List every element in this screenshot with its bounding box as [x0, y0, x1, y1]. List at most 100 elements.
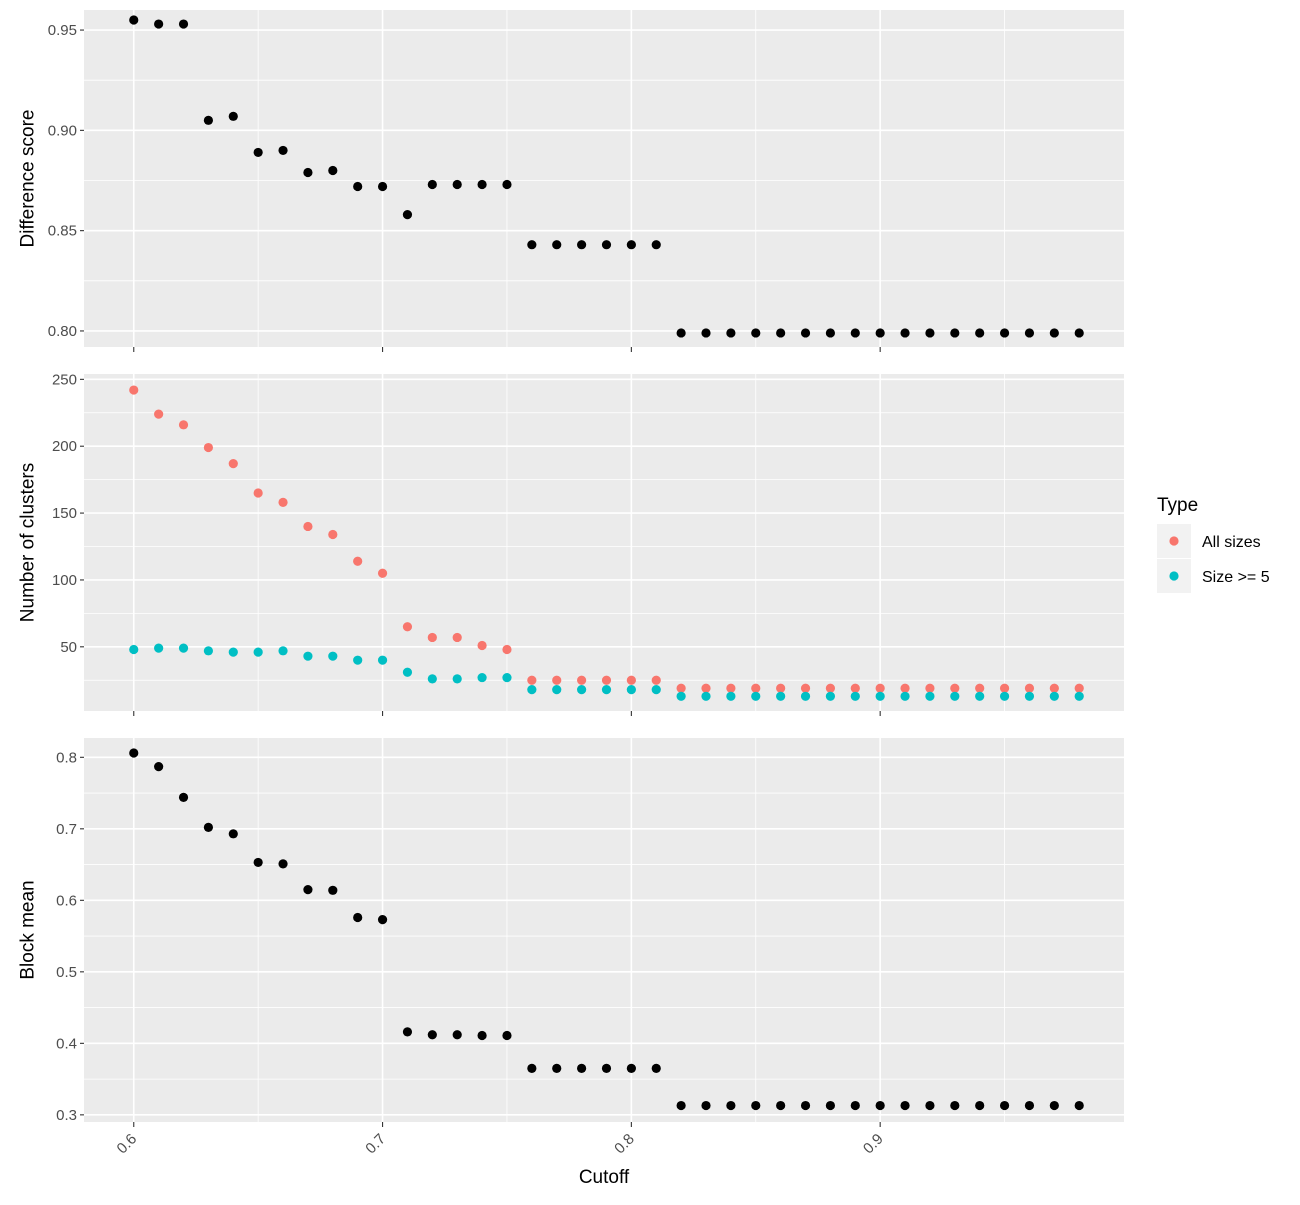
- data-point: [800, 683, 811, 693]
- data-point: [900, 683, 910, 693]
- data-point: [875, 683, 885, 693]
- data-point: [452, 674, 462, 684]
- data-point: [452, 179, 462, 190]
- data-point: [975, 328, 985, 338]
- data-point: [626, 675, 636, 685]
- data-point: [303, 884, 313, 895]
- data-point: [178, 420, 189, 430]
- data-point: [925, 328, 935, 338]
- data-point: [1049, 328, 1059, 338]
- data-point: [303, 651, 313, 661]
- data-point: [975, 683, 985, 693]
- data-point: [850, 1100, 860, 1111]
- data-point: [975, 691, 985, 701]
- data-point: [651, 675, 661, 685]
- data-point: [800, 328, 811, 338]
- data-point: [1074, 328, 1084, 338]
- data-point: [203, 115, 214, 125]
- data-point: [154, 409, 164, 419]
- data-point: [950, 1100, 960, 1111]
- data-point: [1024, 328, 1035, 338]
- data-point: [577, 675, 587, 685]
- data-point: [1024, 683, 1035, 693]
- data-point: [900, 691, 910, 701]
- data-point: [676, 691, 686, 701]
- data-point: [925, 691, 935, 701]
- data-point: [552, 240, 562, 250]
- data-point: [626, 1063, 636, 1073]
- panel-background-1: [84, 10, 1124, 347]
- data-point: [601, 685, 612, 695]
- y-axis-title: Block mean: [18, 880, 39, 979]
- data-point: [427, 1030, 437, 1040]
- data-point: [477, 672, 487, 683]
- data-point: [178, 792, 189, 802]
- y-tick-label: 0.5: [56, 964, 77, 981]
- data-point: [726, 691, 736, 701]
- data-point: [502, 179, 512, 190]
- data-point: [1024, 1100, 1035, 1111]
- data-point: [601, 240, 612, 250]
- data-point: [178, 643, 189, 653]
- data-point: [253, 488, 263, 498]
- data-point: [850, 691, 860, 701]
- data-point: [925, 683, 935, 693]
- data-point: [353, 912, 363, 923]
- panel-background-3: [84, 738, 1124, 1122]
- y-tick-label: 0.80: [48, 323, 77, 340]
- data-point: [253, 147, 263, 158]
- data-point: [975, 1100, 985, 1111]
- data-point: [1049, 683, 1059, 693]
- data-point: [1074, 691, 1084, 701]
- data-point: [203, 646, 214, 656]
- data-point: [129, 15, 139, 25]
- data-point: [776, 691, 786, 701]
- y-tick-label: 250: [52, 371, 77, 388]
- data-point: [950, 683, 960, 693]
- legend-key-1: [1169, 536, 1179, 546]
- data-point: [651, 685, 661, 695]
- data-point: [577, 1063, 587, 1073]
- data-point: [825, 691, 836, 701]
- data-point: [377, 655, 388, 665]
- data-point: [353, 556, 363, 566]
- panel-background-2: [84, 374, 1124, 711]
- data-point: [402, 622, 413, 632]
- y-tick-label: 50: [60, 639, 77, 656]
- data-point: [1074, 683, 1084, 693]
- data-point: [502, 672, 512, 683]
- data-point: [999, 328, 1010, 338]
- data-point: [676, 683, 686, 693]
- data-point: [751, 1100, 761, 1111]
- data-point: [154, 19, 164, 29]
- data-point: [527, 675, 537, 685]
- y-tick-label: 0.85: [48, 223, 77, 240]
- data-point: [402, 210, 413, 220]
- legend-label-2: Size >= 5: [1202, 569, 1270, 586]
- data-point: [178, 19, 189, 29]
- data-point: [701, 1100, 711, 1111]
- y-axis-title: Number of clusters: [18, 463, 39, 622]
- data-point: [303, 521, 313, 532]
- x-tick-label: 0.9: [860, 1131, 887, 1158]
- data-point: [452, 1030, 462, 1040]
- data-point: [203, 822, 214, 832]
- y-tick-label: 100: [52, 572, 77, 589]
- y-tick-label: 0.95: [48, 22, 77, 39]
- data-point: [776, 1100, 786, 1111]
- data-point: [875, 328, 885, 338]
- data-point: [701, 691, 711, 701]
- data-point: [154, 762, 164, 772]
- data-point: [427, 632, 437, 643]
- data-point: [999, 683, 1010, 693]
- data-point: [377, 181, 388, 192]
- y-tick-label: 0.90: [48, 122, 77, 139]
- data-point: [999, 1100, 1010, 1111]
- data-point: [651, 240, 661, 250]
- data-point: [751, 691, 761, 701]
- data-point: [626, 685, 636, 695]
- data-point: [527, 685, 537, 695]
- y-tick-label: 200: [52, 438, 77, 455]
- data-point: [527, 1063, 537, 1073]
